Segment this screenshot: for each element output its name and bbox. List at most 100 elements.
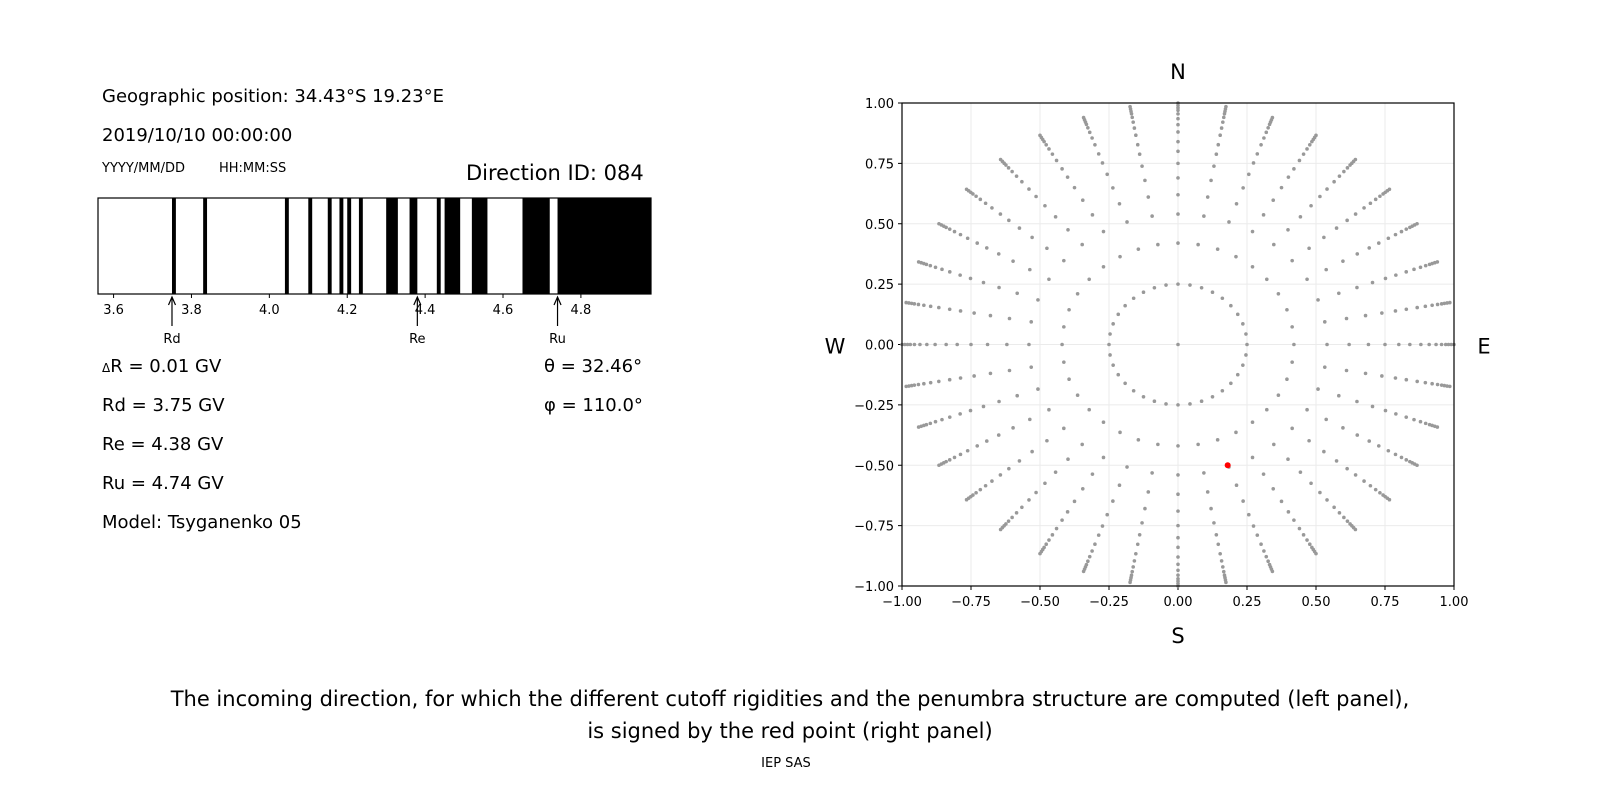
- grid-point: [1250, 265, 1255, 269]
- grid-point: [1011, 259, 1015, 263]
- grid-point: [1266, 559, 1270, 564]
- grid-point: [1006, 166, 1011, 170]
- grid-point: [904, 384, 908, 389]
- grid-point: [1014, 511, 1019, 515]
- grid-point: [1075, 393, 1080, 398]
- grid-point: [1107, 342, 1111, 347]
- grid-point: [988, 371, 993, 376]
- grid-point: [1442, 383, 1447, 388]
- grid-point: [1067, 308, 1071, 312]
- grid-point: [1093, 142, 1097, 147]
- grid-point: [1399, 455, 1404, 460]
- grid-point: [905, 342, 910, 347]
- y-tick-label: 0.00: [865, 339, 894, 354]
- grid-point: [916, 260, 921, 264]
- grid-point: [1285, 377, 1289, 381]
- bar-frame: [97, 197, 652, 295]
- grid-point: [1439, 342, 1444, 347]
- datetime: 2019/10/10 00:00:00: [102, 125, 293, 146]
- grid-point: [1219, 126, 1224, 130]
- grid-point: [981, 404, 986, 409]
- grid-point: [1246, 172, 1251, 177]
- grid-point: [1176, 139, 1180, 144]
- grid-point: [947, 415, 952, 419]
- grid-point: [1131, 388, 1136, 393]
- grid-point: [1418, 419, 1423, 424]
- grid-point: [1245, 342, 1249, 347]
- delta-r-value: R = 0.01 GV: [110, 356, 222, 377]
- grid-point: [1435, 425, 1440, 429]
- time-format-label: HH:MM:SS: [219, 161, 287, 176]
- grid-point: [1090, 213, 1095, 217]
- grid-point: [1307, 142, 1312, 147]
- grid-point: [1446, 342, 1451, 347]
- grid-point: [1363, 313, 1368, 318]
- grid-point: [1251, 161, 1256, 165]
- grid-point: [1345, 166, 1350, 170]
- grid-point: [940, 267, 944, 272]
- grid-point: [978, 487, 983, 492]
- grid-point: [1264, 130, 1269, 135]
- x-tick-label: −1.00: [882, 595, 922, 610]
- grid-point: [1272, 242, 1276, 247]
- grid-point: [1101, 229, 1106, 234]
- grid-point: [1378, 490, 1382, 495]
- grid-point: [1090, 472, 1095, 476]
- grid-point: [1279, 499, 1284, 504]
- grid-point: [937, 463, 941, 468]
- grid-point: [1251, 524, 1256, 528]
- grid-point: [1105, 172, 1110, 177]
- grid-point: [984, 439, 989, 443]
- grid-point: [1220, 296, 1225, 301]
- grid-point: [1081, 115, 1086, 120]
- grid-point: [1445, 384, 1449, 388]
- grid-point: [1036, 298, 1040, 302]
- grid-point: [1418, 265, 1423, 270]
- grid-point: [1176, 444, 1180, 448]
- grid-point: [1080, 198, 1085, 202]
- grid-point: [1430, 303, 1434, 308]
- caption-line-2: is signed by the red point (right panel): [587, 719, 993, 743]
- grid-point: [958, 376, 963, 380]
- caption-line-1: The incoming direction, for which the di…: [170, 687, 1410, 711]
- geo-position: Geographic position: 34.43°S 19.23°E: [102, 86, 445, 107]
- grid-point: [947, 307, 952, 312]
- grid-point: [912, 302, 917, 306]
- grid-point: [1270, 115, 1275, 120]
- grid-point: [1259, 542, 1263, 547]
- grid-point: [1298, 215, 1303, 219]
- grid-point: [940, 417, 944, 422]
- grid-point: [1123, 303, 1127, 308]
- grid-point: [1307, 542, 1312, 547]
- grid-point: [947, 270, 952, 274]
- grid-point: [1292, 518, 1296, 522]
- grid-point: [1131, 120, 1135, 124]
- grid-point: [1030, 449, 1034, 454]
- x-tick-label: 4.6: [493, 303, 514, 318]
- grid-point: [1380, 374, 1384, 378]
- grid-point: [1307, 246, 1311, 251]
- direction-id: Direction ID: 084: [466, 161, 644, 185]
- grid-point: [1439, 302, 1444, 306]
- grid-point: [1202, 471, 1206, 475]
- grid-point: [937, 221, 941, 226]
- grid-point: [968, 408, 973, 413]
- grid-point: [1132, 559, 1137, 563]
- grid-point: [952, 229, 957, 234]
- grid-point: [1353, 527, 1358, 532]
- x-tick-label: 3.8: [181, 303, 202, 318]
- grid-point: [909, 383, 914, 388]
- grid-point: [947, 458, 952, 462]
- grid-point: [1229, 381, 1233, 386]
- grid-point: [1341, 259, 1345, 263]
- grid-point: [1297, 526, 1302, 531]
- grid-point: [1415, 221, 1419, 226]
- forbidden-band: [471, 198, 488, 294]
- grid-point: [1449, 342, 1454, 347]
- grid-point: [1386, 236, 1391, 241]
- grid-point: [1276, 291, 1281, 296]
- grid-point: [1010, 515, 1014, 520]
- grid-point: [1075, 291, 1080, 296]
- grid-point: [1412, 417, 1416, 422]
